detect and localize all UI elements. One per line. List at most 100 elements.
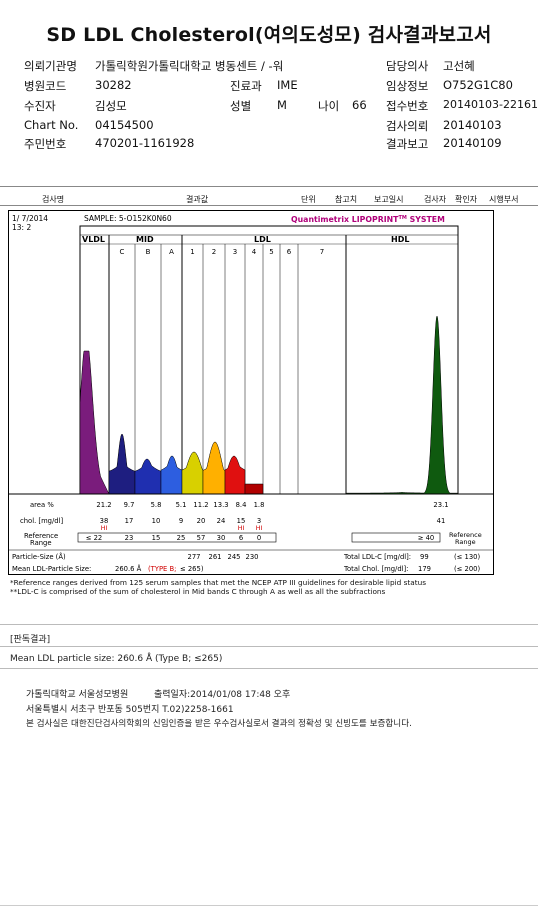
lipoprint-chart-svg: 1/ 7/2014 13: 2 SAMPLE: 5-O152K0N60 Quan… <box>8 210 494 575</box>
footnote-1: *Reference ranges derived from 125 serum… <box>10 578 426 587</box>
peak-ldl-3 <box>224 455 246 495</box>
request-date-label: 검사의뢰 <box>386 119 429 133</box>
interpretation-top-rule <box>0 624 538 625</box>
chol-value: 38 <box>100 517 109 525</box>
chol-value: 3 <box>257 517 261 525</box>
col-unit: 단위 <box>301 195 316 204</box>
band-label-2: 2 <box>212 248 216 256</box>
sex-label: 성별 <box>230 99 252 113</box>
footer-org: 가톨릭대학교 서울성모병원 <box>26 690 129 700</box>
col-report-time: 보고일시 <box>374 195 404 204</box>
particle-size: 277 <box>188 553 201 561</box>
col-tester: 검사자 <box>424 195 447 204</box>
row-label-ref: Reference Range <box>24 532 58 547</box>
ref-value: ≥ 40 <box>418 534 435 542</box>
department-value: IME <box>277 78 298 92</box>
column-header-top-rule <box>0 186 538 187</box>
band-label-4: 4 <box>252 248 257 256</box>
col-reference: 참고치 <box>335 195 358 204</box>
total-ldl-value: 99 <box>420 553 429 561</box>
accession-value: 20140103-22161 <box>443 98 538 111</box>
ref-box-hdl <box>351 532 441 543</box>
ref-value: 23 <box>125 534 134 542</box>
sex-value: M <box>277 98 287 112</box>
particle-size-values: 277 261 245 230 <box>188 553 259 561</box>
request-date-value: 20140103 <box>443 118 502 132</box>
interpretation-heading: [판독결과] <box>10 635 51 645</box>
page-bottom-rule <box>0 905 538 906</box>
band-label-5: 5 <box>269 248 273 256</box>
plot-box <box>79 225 459 495</box>
total-chol-ref: (≤ 200) <box>454 565 480 573</box>
area-value: 9.7 <box>124 501 135 509</box>
chol-value: 9 <box>179 517 183 525</box>
report-date-label: 결과보고 <box>386 137 429 151</box>
row-label-area: area % <box>30 501 54 509</box>
hi-flag: HI <box>238 525 245 532</box>
chol-value: 41 <box>437 517 446 525</box>
chol-value: 17 <box>125 517 134 525</box>
footer-address: 서울특별시 서초구 반포동 505번지 T.02)2258-1661 <box>26 705 234 715</box>
footnote-2: **LDL-C is comprised of the sum of chole… <box>10 587 386 596</box>
area-value: 5.8 <box>151 501 162 509</box>
area-value: 8.4 <box>236 501 247 509</box>
group-label-vldl: VLDL <box>82 235 105 244</box>
chart-sample: SAMPLE: 5-O152K0N60 <box>84 214 172 223</box>
chol-value: 15 <box>237 517 246 525</box>
band-label-3: 3 <box>233 248 237 256</box>
mean-size-ref: ≤ 265) <box>180 565 204 573</box>
report-title: SD LDL Cholesterol(여의도성모) 검사결과보고서 <box>46 24 492 46</box>
mean-size-label: Mean LDL-Particle Size: <box>12 565 91 573</box>
chart-frame <box>8 210 494 575</box>
report-date-value: 20140109 <box>443 136 502 150</box>
doctor-value: 고선혜 <box>443 59 475 73</box>
clinical-info-label: 임상정보 <box>386 79 429 93</box>
chol-value: 10 <box>152 517 161 525</box>
particle-size: 261 <box>209 553 222 561</box>
hospital-code-label: 병원코드 <box>24 79 67 93</box>
area-value: 11.2 <box>193 501 208 509</box>
ref-value: 15 <box>152 534 161 542</box>
total-chol-value: 179 <box>418 565 431 573</box>
ref-value: ≤ 22 <box>86 534 103 542</box>
band-label-a: A <box>169 248 174 256</box>
rrn-value: 470201-1161928 <box>95 136 195 150</box>
group-label-ldl: LDL <box>254 235 271 244</box>
peak-ldl-1 <box>181 451 204 495</box>
chart-brand-suffix: SYSTEM <box>407 215 445 224</box>
area-value: 21.2 <box>96 501 111 509</box>
chart-date: 1/ 7/2014 <box>12 214 48 223</box>
band-label-c: C <box>120 248 125 256</box>
hospital-code-value: 30282 <box>95 78 132 92</box>
peak-mid-c <box>108 433 136 495</box>
age-label: 나이 <box>318 99 340 113</box>
particle-size: 230 <box>246 553 259 561</box>
band-labels: C B A 1 2 3 4 5 6 7 <box>120 248 325 256</box>
col-result: 결과값 <box>186 195 209 204</box>
hi-flag: HI <box>256 525 263 532</box>
band-boundaries <box>80 235 458 494</box>
row-label-ref-right: Reference Range <box>449 531 482 546</box>
footer-certification: 본 검사실은 대한진단검사의학회의 신임인증을 받은 우수검사실로서 결과의 정… <box>26 719 412 729</box>
accession-label: 접수번호 <box>386 99 429 113</box>
age-value: 66 <box>352 98 367 112</box>
area-value: 5.1 <box>176 501 187 509</box>
chol-value: 20 <box>197 517 206 525</box>
ref-value: 25 <box>177 534 186 542</box>
ref-value: 57 <box>197 534 206 542</box>
band-label-1: 1 <box>190 248 194 256</box>
interpretation-mid-rule <box>0 646 538 647</box>
chart-no-value: 04154500 <box>95 118 154 132</box>
peak-mid-b <box>134 458 162 495</box>
particle-size: 245 <box>228 553 241 561</box>
area-value: 1.8 <box>254 501 265 509</box>
column-header-bottom-rule <box>0 205 538 206</box>
clinical-info-value: O752G1C80 <box>443 78 513 92</box>
chart-time: 13: 2 <box>12 223 31 232</box>
lipoprint-chart: 1/ 7/2014 13: 2 SAMPLE: 5-O152K0N60 Quan… <box>8 210 498 584</box>
peak-mid-a <box>160 455 183 495</box>
mean-size-value: 260.6 Å <box>115 564 142 573</box>
row-label-ref-right-line1: Reference <box>449 531 482 539</box>
col-confirmer: 확인자 <box>455 195 478 204</box>
table-values: 21.2 38 HI ≤ 22 9.7 17 23 5.8 10 15 5.1 9 25 11.2 20 57… <box>86 501 449 542</box>
